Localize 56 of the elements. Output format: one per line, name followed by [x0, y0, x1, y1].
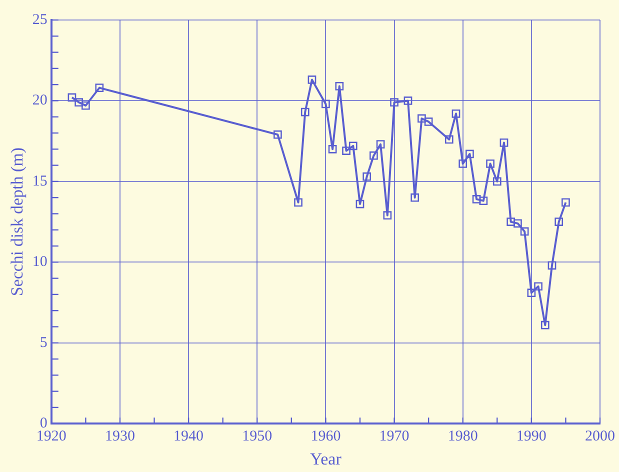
- point: [562, 198, 570, 207]
- point: [492, 177, 502, 186]
- point: [458, 159, 468, 168]
- point: [74, 98, 84, 107]
- point: [335, 82, 344, 90]
- point: [466, 150, 474, 158]
- point: [540, 320, 550, 330]
- x-tick-label: 1950: [242, 428, 272, 445]
- point: [520, 227, 529, 236]
- x-tick-label: 1930: [104, 428, 135, 445]
- x-tick-label: 1960: [310, 428, 341, 445]
- point: [308, 76, 316, 84]
- x-tick-label: 1990: [516, 428, 546, 445]
- point: [383, 211, 392, 220]
- x-tick-label: 1980: [448, 428, 478, 445]
- point: [82, 101, 90, 110]
- point: [404, 96, 412, 105]
- point: [506, 218, 516, 226]
- point: [554, 218, 564, 226]
- x-tick-label: 1970: [379, 428, 410, 445]
- point: [410, 193, 420, 202]
- point: [348, 142, 358, 150]
- point: [452, 109, 460, 118]
- point: [356, 200, 364, 208]
- point: [362, 172, 372, 181]
- point: [514, 219, 522, 228]
- point: [418, 114, 426, 123]
- point: [548, 261, 556, 270]
- x-axis-title: Year: [310, 449, 342, 468]
- y-tick-label: 5: [40, 334, 48, 351]
- y-axis-title: Secchi disk depth (m): [8, 147, 27, 296]
- point: [534, 282, 542, 291]
- point: [68, 93, 76, 102]
- point: [444, 135, 454, 144]
- point: [342, 146, 350, 155]
- point: [500, 138, 508, 147]
- point: [370, 151, 378, 160]
- point: [390, 98, 398, 107]
- point: [479, 196, 488, 205]
- y-tick-label: 20: [32, 92, 48, 109]
- point: [328, 144, 337, 154]
- point: [424, 118, 433, 126]
- point: [527, 288, 536, 298]
- y-tick-label: 10: [32, 254, 48, 270]
- point: [322, 100, 330, 108]
- point: [274, 130, 282, 139]
- y-tick-label: 25: [32, 12, 48, 28]
- x-tick-label: 1940: [174, 428, 204, 445]
- point: [472, 195, 481, 204]
- point: [95, 84, 104, 92]
- point: [300, 108, 310, 116]
- point: [376, 140, 385, 148]
- y-tick-label: 15: [32, 173, 48, 190]
- point: [486, 159, 494, 168]
- x-tick-label: 2000: [585, 428, 615, 445]
- point: [294, 198, 302, 207]
